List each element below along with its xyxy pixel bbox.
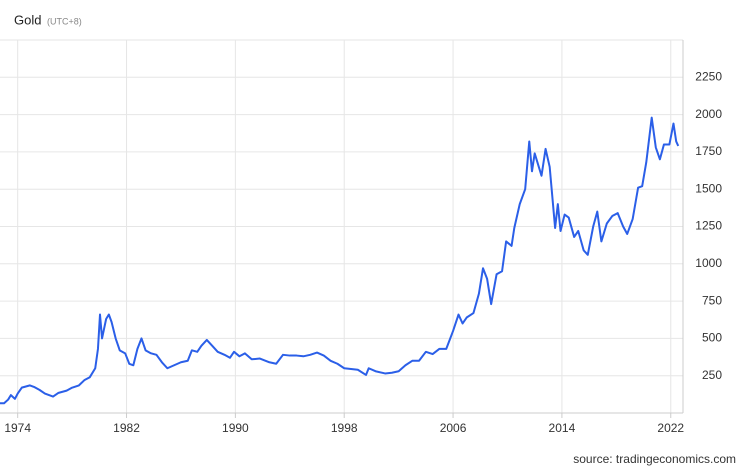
y-tick-label: 1500 <box>695 181 722 195</box>
y-tick-label: 2000 <box>695 107 722 121</box>
x-tick-label: 1982 <box>113 421 140 435</box>
x-tick-label: 2022 <box>657 421 684 435</box>
y-tick-label: 2250 <box>695 69 722 83</box>
x-tick-label: 1990 <box>222 421 249 435</box>
chart-title: Gold <box>14 12 41 27</box>
x-tick-label: 1974 <box>4 421 31 435</box>
price-line <box>0 116 680 405</box>
x-tick-label: 2014 <box>549 421 576 435</box>
x-tick-label: 1998 <box>331 421 358 435</box>
y-tick-label: 250 <box>702 368 722 382</box>
y-tick-label: 1750 <box>695 144 722 158</box>
y-tick-label: 750 <box>702 293 722 307</box>
y-tick-label: 1000 <box>695 256 722 270</box>
chart-subtitle: (UTC+8) <box>47 16 82 26</box>
y-tick-label: 1250 <box>695 219 722 233</box>
x-tick-label: 2006 <box>440 421 467 435</box>
grid <box>0 40 683 413</box>
y-tick-label: 500 <box>702 331 722 345</box>
source: source: tradingeconomics.com <box>573 452 736 466</box>
